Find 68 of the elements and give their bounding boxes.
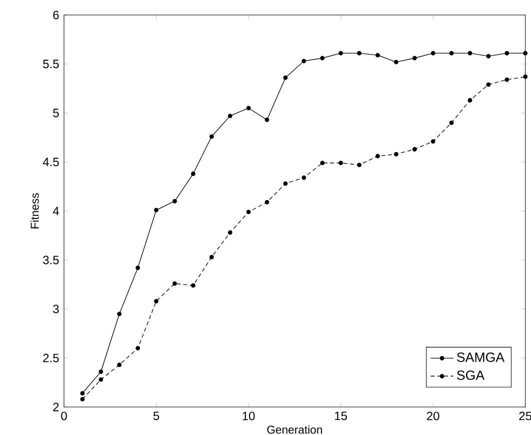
point [523, 51, 528, 56]
point [486, 54, 491, 58]
point [504, 77, 510, 82]
point [117, 362, 122, 368]
point [154, 298, 158, 304]
point [376, 52, 380, 58]
point [357, 162, 362, 168]
point [172, 281, 177, 286]
point [136, 266, 140, 270]
point [302, 58, 306, 64]
point [228, 114, 232, 118]
y-tick-label: 2.5 [43, 354, 59, 362]
point [504, 51, 510, 56]
point [117, 312, 122, 316]
point [98, 377, 104, 382]
point [449, 120, 454, 126]
y-tick-label: 3 [53, 304, 59, 314]
point [172, 199, 177, 204]
point [209, 254, 214, 260]
point [468, 51, 472, 56]
x-tick-label: 5 [153, 412, 160, 420]
point [190, 172, 196, 176]
point [80, 391, 85, 396]
point [264, 118, 270, 122]
point [136, 346, 140, 350]
y-tick-label: 3.5 [43, 256, 59, 264]
point [246, 210, 251, 214]
point [394, 152, 398, 156]
x-tick-label: 15 [335, 412, 347, 420]
y-tick-label: 5 [53, 108, 59, 118]
y-tick-label: 5.5 [43, 60, 59, 68]
point [283, 76, 288, 80]
point [98, 370, 104, 374]
y-tick-label: 4 [52, 206, 59, 216]
point [376, 154, 380, 158]
x-axis-title: Generation [267, 425, 322, 434]
y-tick-label: 4.5 [42, 158, 59, 166]
point [338, 51, 343, 56]
legend-label: SAMGA [457, 352, 505, 362]
point [468, 98, 472, 102]
point [412, 56, 417, 60]
x-tick-label: 0 [61, 412, 67, 420]
point [80, 396, 85, 402]
point [246, 106, 251, 110]
point [302, 175, 306, 180]
point [412, 147, 417, 152]
point [154, 208, 158, 212]
point [338, 160, 343, 166]
x-tick-label: 20 [427, 412, 440, 420]
point [430, 51, 436, 56]
y-tick-label: 6 [53, 10, 59, 20]
point [228, 230, 232, 235]
point [523, 74, 528, 79]
y-axis-title: Fitness [30, 193, 39, 228]
point [394, 60, 398, 64]
y-tick-label: 2 [53, 402, 59, 412]
point [357, 51, 362, 56]
point [449, 51, 454, 56]
point [320, 56, 325, 60]
point [209, 134, 214, 139]
point [190, 283, 196, 288]
point [283, 181, 288, 186]
point [264, 200, 270, 204]
legend-label: SGA [457, 370, 485, 380]
point [430, 139, 436, 144]
x-tick-label: 10 [242, 412, 255, 420]
point [486, 82, 491, 87]
point [320, 160, 325, 166]
